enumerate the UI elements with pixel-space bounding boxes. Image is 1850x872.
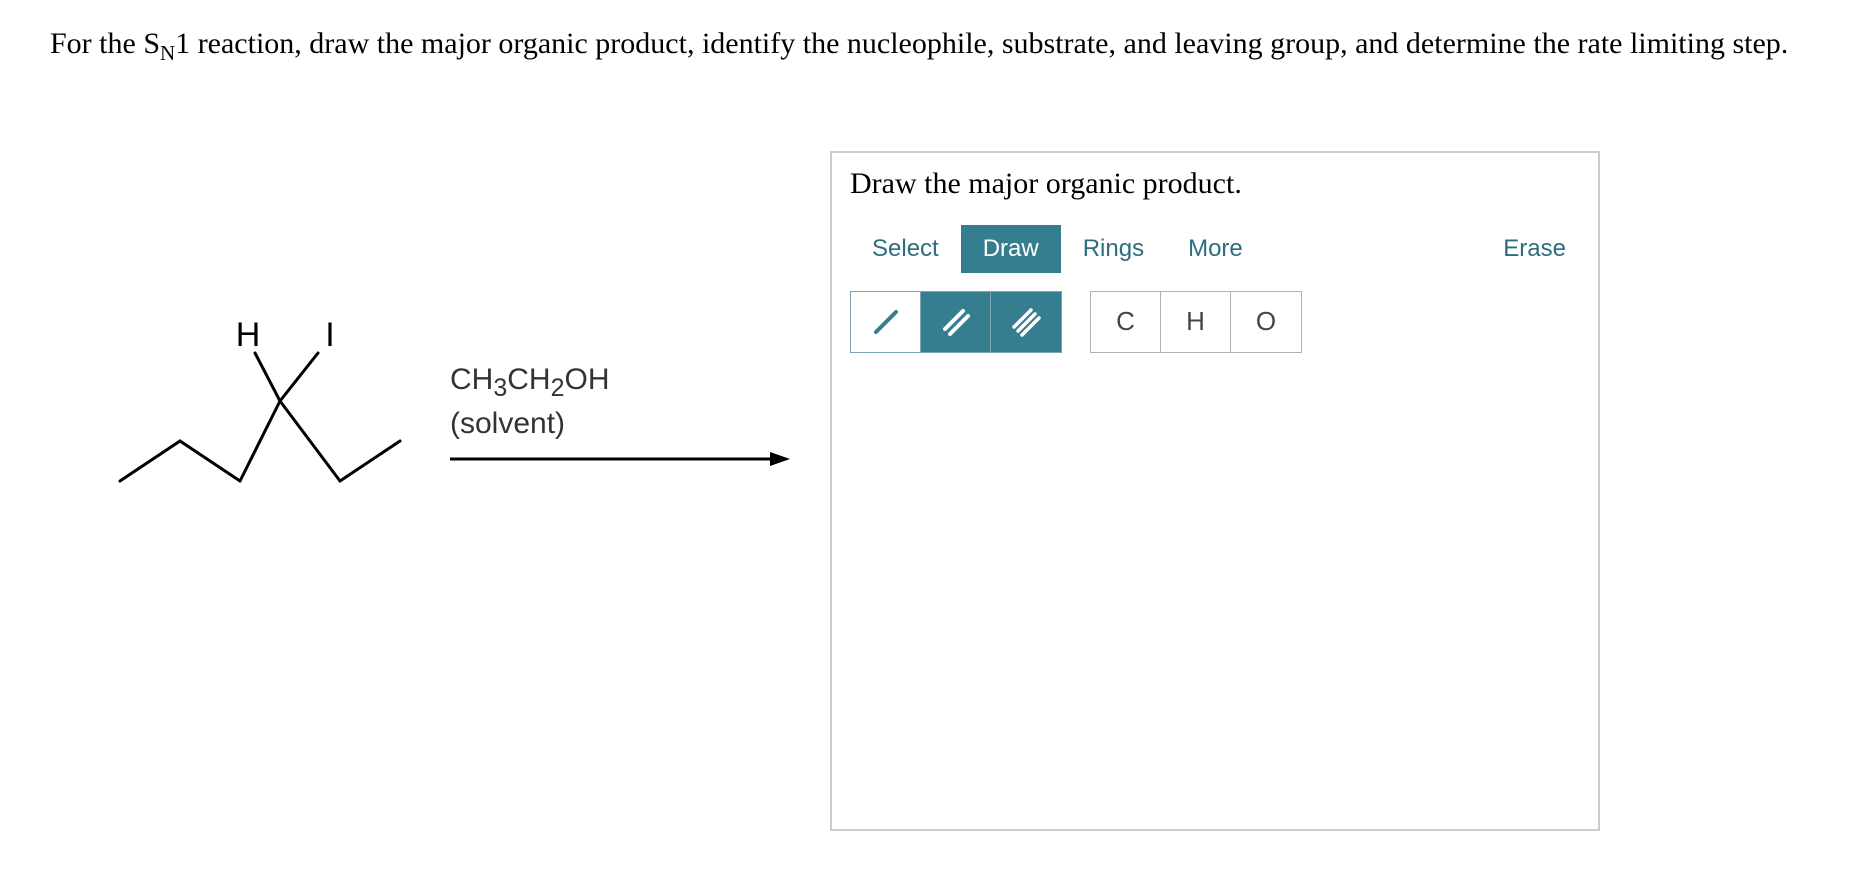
question-subscript: N [160, 41, 175, 65]
substrate-structure: H I [100, 301, 420, 531]
draw-panel: Draw the major organic product. Select D… [830, 151, 1600, 831]
h-atom-label: H [236, 316, 261, 354]
triple-bond-button[interactable] [991, 292, 1061, 352]
reaction-arrow [450, 449, 790, 469]
tab-draw[interactable]: Draw [961, 225, 1061, 273]
double-bond-button[interactable] [921, 292, 991, 352]
arrow-area: CH3CH2OH (solvent) [450, 363, 790, 469]
question-prefix: For the S [50, 27, 160, 60]
single-bond-button[interactable] [851, 292, 921, 352]
solvent-label: (solvent) [450, 407, 565, 441]
tab-more[interactable]: More [1166, 225, 1265, 273]
atom-button-group: C H O [1090, 291, 1302, 353]
carbon-button[interactable]: C [1091, 292, 1161, 352]
question-text: For the SN1 reaction, draw the major org… [50, 20, 1800, 71]
reaction-area: H I CH3CH2OH (solvent) [100, 301, 790, 531]
bond-button-group [850, 291, 1062, 353]
panel-title: Draw the major organic product. [850, 167, 1580, 201]
double-bond-icon [939, 305, 973, 339]
triple-bond-icon [1009, 305, 1043, 339]
hydrogen-button[interactable]: H [1161, 292, 1231, 352]
tab-rings[interactable]: Rings [1061, 225, 1166, 273]
toolbar: Select Draw Rings More Erase [850, 225, 1580, 273]
single-bond-icon [869, 305, 903, 339]
tab-group: Select Draw Rings More [850, 225, 1265, 273]
question-suffix: 1 reaction, draw the major organic produ… [175, 27, 1788, 60]
erase-button[interactable]: Erase [1489, 225, 1580, 273]
content-row: H I CH3CH2OH (solvent) Draw the major or… [50, 151, 1800, 831]
drawing-canvas[interactable] [850, 353, 1580, 773]
oxygen-button[interactable]: O [1231, 292, 1301, 352]
tab-select[interactable]: Select [850, 225, 961, 273]
i-atom-label: I [325, 316, 334, 354]
tool-row: C H O [850, 291, 1580, 353]
reagent-label: CH3CH2OH [450, 363, 610, 403]
